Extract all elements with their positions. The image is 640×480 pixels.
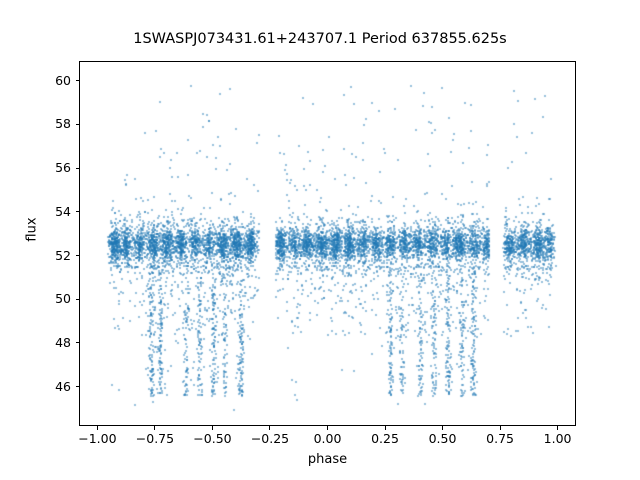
y-tick-label: 50: [55, 291, 71, 307]
x-tick-label: 0.50: [428, 431, 457, 446]
x-tick-mark: [96, 426, 98, 430]
x-tick-mark: [384, 426, 386, 430]
y-tick-mark: [75, 123, 79, 125]
x-tick-mark: [327, 426, 328, 430]
y-tick-label: 58: [55, 116, 71, 132]
x-tick-mark: [154, 426, 156, 430]
y-tick-label: 54: [55, 203, 71, 219]
y-tick-label: 48: [55, 334, 71, 350]
y-tick-mark: [75, 298, 79, 300]
x-tick-label: 0.00: [313, 431, 342, 446]
x-tick-label: −0.75: [135, 431, 175, 446]
y-tick-label: 56: [55, 160, 71, 176]
x-tick-label: −1.00: [78, 431, 117, 446]
chart-title: 1SWASPJ073431.61+243707.1 Period 637855.…: [133, 31, 507, 47]
x-tick-label: −0.25: [250, 431, 290, 446]
x-tick-mark: [557, 426, 559, 430]
x-tick-label: 1.00: [543, 431, 572, 446]
x-axis-label: phase: [307, 452, 348, 467]
x-tick-label: 0.75: [486, 431, 514, 446]
x-tick-label: 0.25: [371, 431, 399, 446]
x-tick-mark: [499, 426, 501, 430]
y-tick-mark: [75, 386, 79, 388]
x-tick-mark: [211, 426, 213, 430]
plot-area: [79, 61, 576, 426]
scatter-plot-canvas: [80, 62, 575, 425]
y-axis-label: flux: [24, 217, 40, 242]
x-tick-mark: [442, 426, 444, 430]
y-tick-mark: [75, 342, 79, 344]
x-tick-label: −0.50: [193, 431, 232, 446]
y-tick-mark: [75, 80, 79, 82]
y-tick-mark: [75, 255, 79, 257]
y-tick-label: 46: [55, 378, 71, 394]
y-tick-label: 52: [55, 247, 71, 263]
x-tick-mark: [269, 426, 271, 430]
y-tick-mark: [75, 211, 79, 213]
y-tick-label: 60: [55, 72, 71, 88]
y-tick-mark: [75, 167, 79, 169]
